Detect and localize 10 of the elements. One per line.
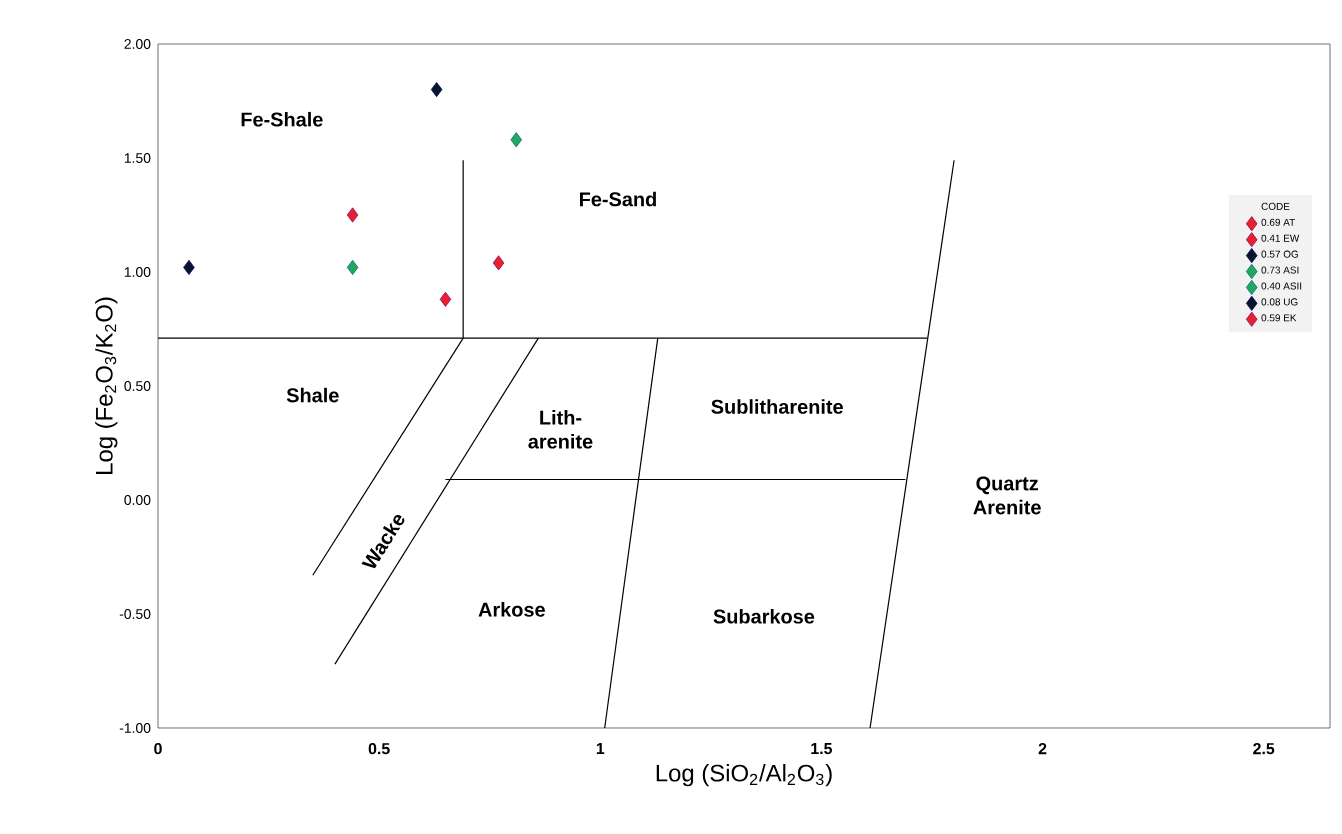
annotation: Quartz Arenite [973,476,1041,515]
annotation: Shale [286,387,339,403]
annotation: Arkose [478,602,545,617]
annotation: Fe-Shale [241,111,323,127]
annotation: Lith- arenite [528,410,593,449]
annotation: Subarkose [713,608,815,624]
annotation: Fe-Sand [580,191,656,207]
x-axis-title: Log (SiO$_{2}$/Al$_{2}$O$_{3}$) [656,764,832,787]
annotation: Sublitharenite [711,399,843,414]
y-axis-title: Log (Fe$_{2}$O$_{3}$/K$_{2}$O) [95,297,118,474]
